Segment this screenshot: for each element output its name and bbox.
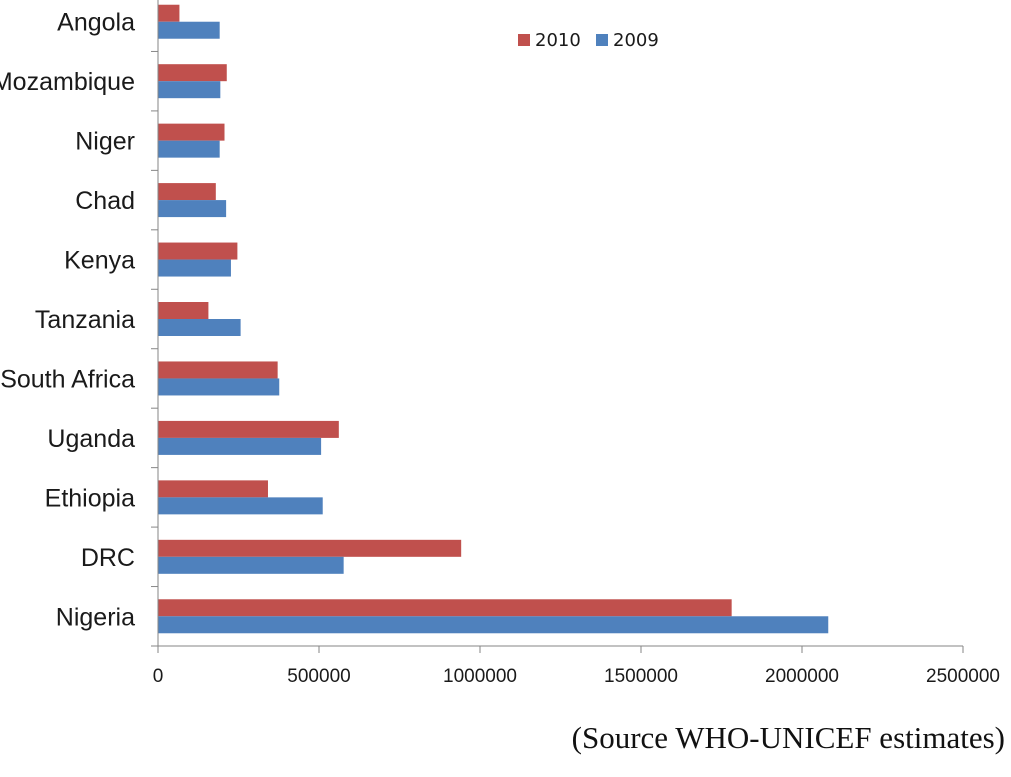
x-tick-label: 2000000 [765,666,839,687]
bar-2009 [158,616,829,634]
bar-2010 [158,480,268,498]
bar-2009 [158,140,220,158]
bar-2010 [158,361,278,379]
x-tick-labels: 0 500000 1000000 1500000 2000000 2500000 [153,666,1000,687]
bar-2009 [158,319,241,336]
bar-2009 [158,21,220,39]
bar-2009 [158,437,322,455]
category-label: Uganda [47,425,135,453]
bar-2010 [158,64,227,82]
chart-axes [151,0,964,653]
chart-legend: 2010 2009 [518,30,659,51]
x-tick-label: 1000000 [443,666,517,687]
category-label: Tanzania [35,306,135,334]
category-label: DRC [81,544,135,572]
chart-bars [158,4,829,634]
bar-2009 [158,556,344,574]
category-label: Angola [57,9,135,37]
bar-2010 [158,539,462,557]
x-tick-label: 500000 [287,666,350,687]
category-label: Nigeria [56,603,135,631]
category-labels: Angola Mozambique Niger Chad Kenya Tanzania So… [0,9,135,632]
x-tick-label: 2500000 [926,666,1000,687]
legend-swatch-2010 [518,34,530,46]
bar-2010 [158,302,209,319]
bar-2010 [158,183,216,201]
bar-2009 [158,81,221,99]
category-label: Ethiopia [45,484,135,512]
category-label: Mozambique [0,68,135,96]
category-label: South Africa [0,365,135,393]
category-label: Niger [75,128,135,156]
source-note: (Source WHO-UNICEF estimates) [571,720,1005,755]
bar-2010 [158,123,225,141]
bar-2010 [158,599,732,617]
bar-2010 [158,4,180,22]
legend-label-2009: 2009 [613,30,659,51]
bar-2009 [158,200,227,218]
x-tick-label: 1500000 [604,666,678,687]
bar-2010 [158,242,238,260]
bar-2010 [158,420,339,438]
category-label: Kenya [64,247,135,275]
x-tick-label: 0 [153,666,164,687]
category-label: Chad [75,187,135,215]
bar-2009 [158,259,231,277]
bar-2009 [158,497,323,515]
legend-label-2010: 2010 [535,30,581,51]
legend-swatch-2009 [596,34,608,46]
bar-2009 [158,378,280,396]
